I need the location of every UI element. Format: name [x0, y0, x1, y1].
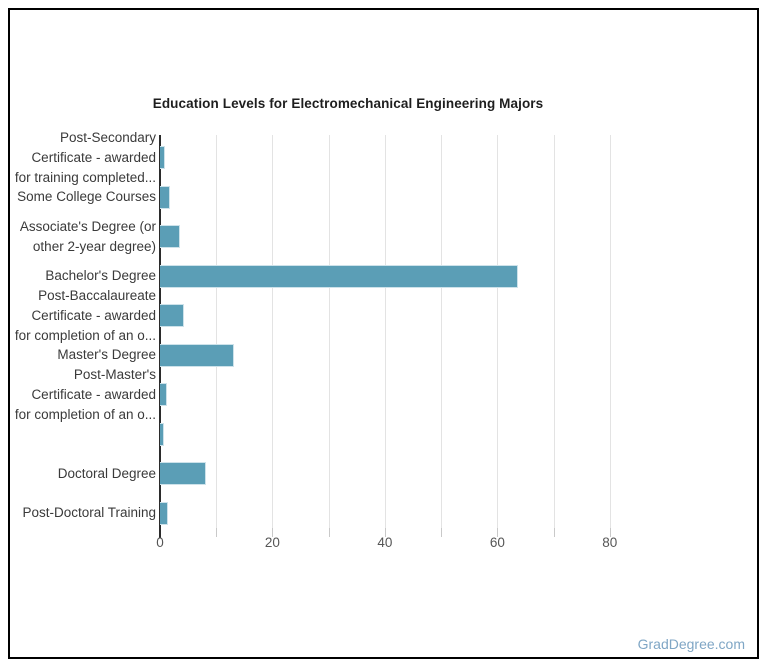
gridline	[609, 135, 611, 528]
y-axis-line	[159, 135, 161, 538]
tick-mark	[216, 528, 218, 537]
tick-mark	[328, 528, 330, 537]
bar	[160, 501, 169, 525]
gridline	[497, 135, 499, 528]
bar	[160, 225, 181, 249]
chart-title: Education Levels for Electromechanical E…	[152, 96, 544, 111]
category-label: Post-Baccalaureate Certificate - awarded…	[14, 287, 156, 343]
category-label: Associate's Degree (or other 2-year degr…	[19, 218, 156, 254]
x-tick-label: 60	[489, 535, 505, 550]
category-label: Post-Doctoral Training	[22, 505, 156, 521]
bar	[160, 422, 165, 446]
tick-mark	[441, 528, 443, 537]
bar	[160, 264, 518, 288]
tick-mark	[609, 528, 611, 537]
tick-mark	[497, 528, 499, 537]
bar	[160, 343, 234, 367]
tick-mark	[384, 528, 386, 537]
category-label: Post-Secondary Certificate - awarded for…	[14, 129, 156, 185]
bar	[160, 304, 184, 328]
gridline	[216, 135, 218, 528]
x-tick-label: 20	[264, 535, 280, 550]
bar	[160, 383, 167, 407]
bar	[160, 462, 207, 486]
x-tick-label: 40	[377, 535, 393, 550]
gridline	[384, 135, 386, 528]
gridline	[553, 135, 555, 528]
category-label: Master's Degree	[57, 347, 156, 363]
category-label: Some College Courses	[17, 189, 156, 205]
x-tick-label: 80	[602, 535, 618, 550]
bar	[160, 146, 166, 169]
watermark-link: GradDegree.com	[637, 636, 745, 652]
tick-mark	[553, 528, 555, 537]
category-label: Doctoral Degree	[57, 465, 156, 481]
category-label: Post-Master's Certificate - awarded for …	[14, 366, 156, 422]
x-tick-label: 0	[156, 535, 164, 550]
tick-mark	[272, 528, 274, 537]
category-label: Bachelor's Degree	[45, 268, 156, 284]
chart-frame-border	[8, 8, 759, 659]
gridline	[441, 135, 443, 528]
gridline	[272, 135, 274, 528]
bar	[160, 185, 171, 209]
gridline	[328, 135, 330, 528]
